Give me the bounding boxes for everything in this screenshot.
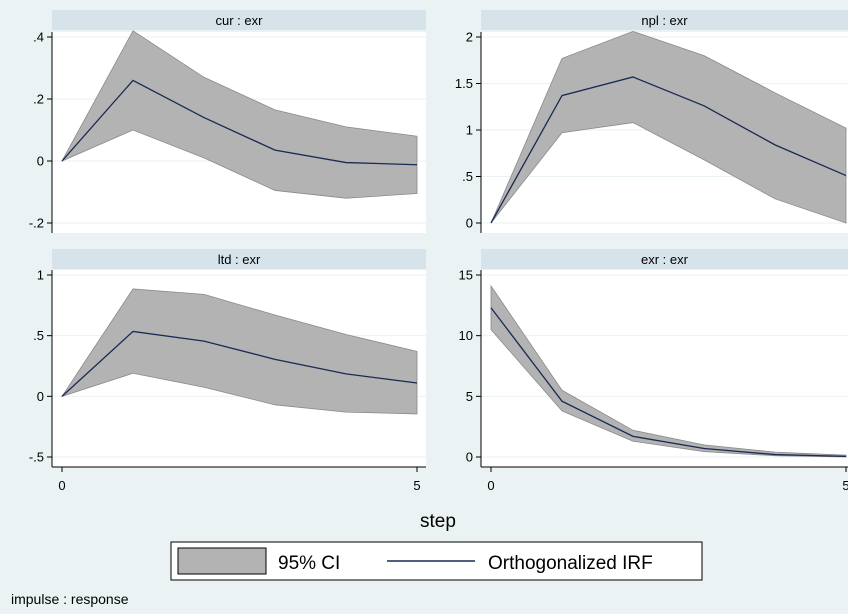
irf-line — [61, 79, 418, 166]
y-tick-label: 10 — [459, 328, 473, 343]
y-tick-label: .4 — [33, 30, 44, 45]
y-tick-label: .5 — [462, 169, 473, 184]
y-tick-label: 0 — [37, 154, 44, 169]
panel-title: npl : exr — [641, 13, 688, 28]
irf-line — [490, 307, 847, 458]
panel-title: exr : exr — [641, 252, 689, 267]
panel-title: ltd : exr — [218, 252, 261, 267]
y-tick-label: 15 — [459, 268, 473, 283]
impulse-response-note: impulse : response — [11, 591, 129, 607]
y-tick-label: 0 — [37, 389, 44, 404]
legend-label-irf: Orthogonalized IRF — [488, 553, 653, 574]
ci-band — [490, 284, 847, 458]
y-tick-label: 1 — [466, 123, 473, 138]
y-tick-label: 5 — [466, 389, 473, 404]
x-tick-label: 5 — [842, 478, 848, 493]
y-tick-label: -.5 — [29, 450, 44, 465]
panel-title: cur : exr — [216, 13, 264, 28]
panel-title-strip — [52, 249, 426, 269]
ci-band — [61, 30, 418, 199]
y-tick-label: 0 — [466, 450, 473, 465]
x-tick-label: 5 — [413, 478, 420, 493]
x-tick-label: 0 — [487, 478, 494, 493]
y-tick-label: 1.5 — [455, 76, 473, 91]
x-axis-label: step — [420, 511, 456, 532]
y-tick-label: 2 — [466, 30, 473, 45]
panel-1: cur : exr -.2 0 .2 .4 — [29, 10, 426, 233]
irf-line — [490, 76, 847, 224]
irf-line — [61, 330, 418, 397]
panel-title-strip — [481, 249, 848, 269]
panel-2: npl : exr 0 .5 1 1.5 2 — [455, 10, 848, 233]
panel-title-strip — [481, 10, 848, 30]
panel-title-strip — [52, 10, 426, 30]
y-tick-label: 1 — [37, 268, 44, 283]
legend-label-ci: 95% CI — [278, 553, 340, 574]
y-tick-label: -.2 — [29, 216, 44, 231]
legend: 95% CI Orthogonalized IRF — [170, 541, 703, 581]
panel-3: ltd : exr -.5 0 .5 1 0 5 — [29, 249, 426, 493]
y-tick-label: .2 — [33, 92, 44, 107]
panel-4: exr : exr 0 5 10 15 0 5 — [459, 249, 848, 493]
y-tick-label: .5 — [33, 328, 44, 343]
x-tick-label: 0 — [58, 478, 65, 493]
y-tick-label: 0 — [466, 216, 473, 231]
legend-swatch-ci-band — [177, 547, 267, 575]
